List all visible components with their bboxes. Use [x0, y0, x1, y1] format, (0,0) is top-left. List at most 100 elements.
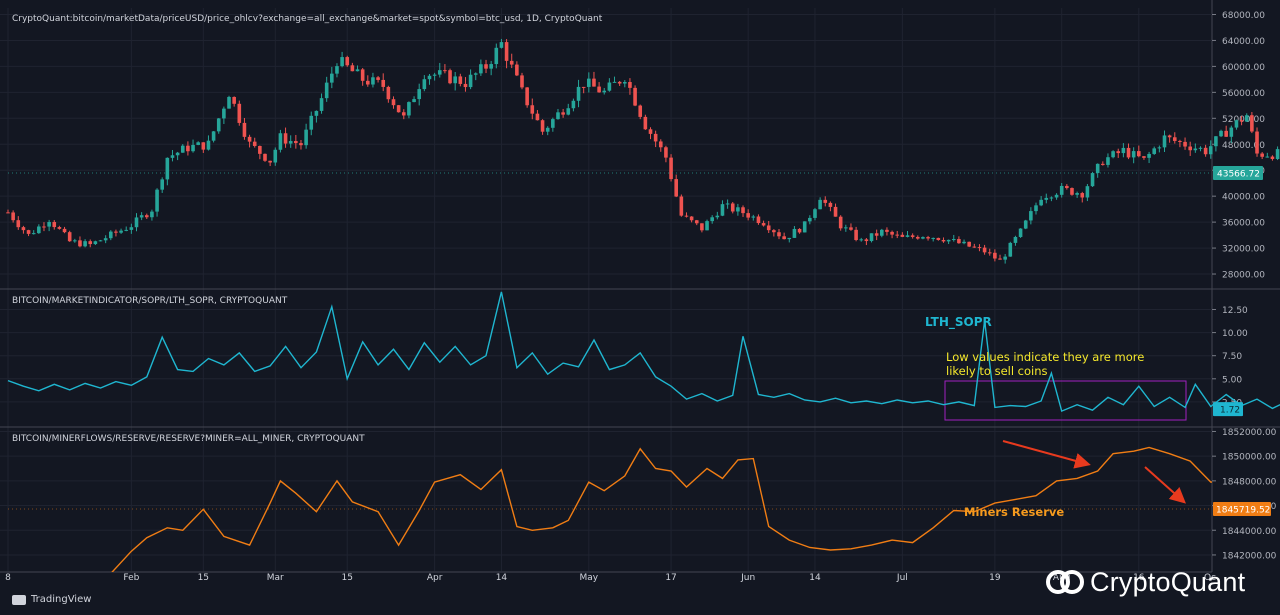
tradingview-label: TradingView — [31, 594, 92, 605]
candle-body — [16, 220, 21, 228]
candle-body — [1208, 146, 1213, 155]
candle-body — [499, 42, 504, 48]
candle-body — [936, 237, 941, 240]
candle-body — [623, 82, 627, 84]
last-price-badge — [1213, 166, 1263, 181]
pane-title: BITCOIN/MARKETINDICATOR/SOPR/LTH_SOPR, C… — [12, 296, 288, 306]
candle-body — [227, 96, 231, 109]
candle-body — [895, 234, 900, 236]
candle-body — [1147, 153, 1151, 158]
candle-body — [1234, 120, 1239, 128]
candle-body — [854, 229, 858, 241]
x-tick-label: 14 — [809, 573, 821, 583]
candle-body — [869, 233, 874, 242]
candle-body — [1008, 242, 1013, 257]
candle-body — [777, 232, 781, 237]
candle-body — [1111, 151, 1115, 158]
candle-body — [643, 116, 648, 130]
candle-body — [1275, 149, 1280, 159]
pane-title: CryptoQuant:bitcoin/marketData/priceUSD/… — [12, 14, 603, 24]
candle-body — [350, 65, 355, 72]
candle-body — [617, 81, 622, 84]
candle-body — [530, 105, 535, 114]
candle-body — [252, 141, 257, 146]
candle-body — [880, 229, 884, 236]
candle-body — [458, 76, 463, 84]
trend-arrow-2 — [1144, 466, 1186, 504]
candle-body — [648, 129, 653, 134]
candle-body — [833, 206, 838, 217]
candle-body — [1162, 135, 1167, 148]
candle-body — [1044, 197, 1049, 200]
candle-body — [802, 221, 807, 233]
x-tick-label: 17 — [665, 573, 676, 583]
candle-body — [628, 82, 632, 88]
candle-body — [119, 230, 123, 233]
candle-body — [489, 64, 493, 69]
candle-body — [556, 112, 560, 120]
candle-body — [232, 96, 236, 104]
y-tick-label: 68000.00 — [1222, 11, 1265, 21]
candle-body — [792, 228, 797, 238]
candle-body — [1059, 185, 1064, 195]
candle-body — [1255, 131, 1259, 154]
candle-body — [1054, 194, 1059, 198]
candle-body — [206, 140, 211, 150]
candle-body — [109, 231, 113, 239]
candle-body — [412, 99, 416, 103]
candle-body — [859, 239, 864, 241]
candle-body — [437, 70, 442, 75]
candle-body — [551, 119, 555, 128]
y-tick-label: 5.00 — [1222, 375, 1242, 385]
y-tick-label: 52000.00 — [1222, 115, 1265, 125]
x-tick-label: 14 — [496, 573, 508, 583]
candle-body — [838, 216, 843, 229]
candle-body — [946, 239, 951, 242]
candle-body — [160, 179, 164, 190]
reserve-series-label: Miners Reserve — [964, 505, 1064, 519]
candle-body — [674, 179, 678, 197]
candle-body — [371, 77, 375, 85]
candles-group — [6, 38, 1280, 264]
candle-body — [1193, 148, 1198, 151]
candle-body — [427, 75, 432, 80]
candle-body — [509, 60, 514, 65]
cryptoquant-brand: CryptoQuant — [1046, 567, 1245, 598]
candle-body — [987, 252, 992, 254]
candle-body — [396, 105, 401, 113]
pane-title: BITCOIN/MINERFLOWS/RESERVE/RESERVE?MINER… — [12, 434, 365, 444]
candle-body — [705, 221, 709, 231]
candle-body — [273, 149, 278, 163]
candle-body — [715, 215, 720, 218]
candle-body — [1018, 228, 1023, 237]
y-tick-label: 1844000.00 — [1222, 527, 1277, 537]
candle-body — [823, 199, 828, 203]
candle-body — [1003, 256, 1007, 260]
candle-body — [921, 237, 925, 239]
sopr-last-label: 1.72 — [1220, 406, 1240, 416]
candle-body — [1198, 147, 1203, 149]
x-tick-label: Feb — [123, 573, 139, 583]
candle-body — [915, 236, 920, 239]
candle-body — [278, 133, 283, 150]
candle-body — [170, 155, 175, 158]
candle-body — [772, 230, 776, 233]
candle-body — [124, 229, 129, 231]
candle-body — [366, 80, 370, 85]
candle-body — [237, 103, 242, 123]
candle-body — [129, 227, 134, 230]
candle-body — [653, 133, 658, 142]
candle-body — [1101, 163, 1105, 165]
candle-body — [144, 215, 149, 218]
candle-body — [658, 141, 663, 148]
candle-body — [730, 203, 735, 212]
candle-body — [1239, 120, 1244, 122]
candle-body — [1270, 156, 1275, 159]
candle-body — [386, 86, 391, 100]
tradingview-logo[interactable]: TradingView — [12, 594, 91, 605]
candle-body — [741, 207, 745, 214]
x-tick-label: 15 — [342, 573, 353, 583]
candle-body — [1095, 163, 1100, 174]
candle-body — [602, 90, 607, 93]
candle-body — [134, 217, 139, 228]
